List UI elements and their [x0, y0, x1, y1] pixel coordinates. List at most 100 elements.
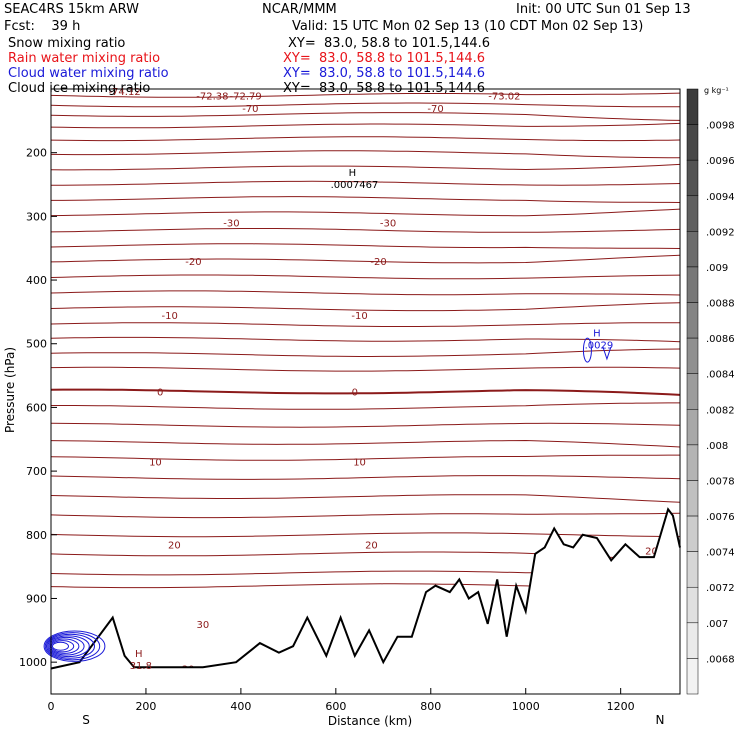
isotherm-line — [50, 136, 681, 142]
cloud-water-contour — [43, 630, 106, 662]
isotherm-line — [50, 102, 680, 108]
isotherm-line — [50, 92, 681, 98]
init-time: Init: 00 UTC Sun 01 Sep 13 — [516, 2, 691, 17]
isotherm-label: -30 — [223, 219, 239, 230]
isotherm-label: 10 — [353, 458, 366, 469]
colorbar-label: .0084 — [706, 370, 735, 381]
colorbar-label: .0068 — [706, 654, 735, 665]
isotherm-line — [51, 402, 680, 410]
y-tick-label: 500 — [26, 338, 47, 351]
colorbar-label: .0072 — [706, 583, 735, 594]
isotherm-line — [50, 274, 681, 280]
x-tick-label: 200 — [135, 700, 156, 713]
isotherm-label: 0 — [157, 388, 163, 399]
isotherm-line — [50, 290, 681, 296]
y-tick-label: 900 — [26, 592, 47, 605]
isotherm-label: 20 — [168, 540, 181, 551]
colorbar-unit: g kg⁻¹ — [704, 86, 729, 95]
isotherm-line — [50, 163, 681, 171]
colorbar-label: .0074 — [706, 548, 735, 559]
field-xy-cloud-water: XY= 83.0, 58.8 to 101.5,144.6 — [283, 66, 486, 81]
isotherm-line — [50, 475, 681, 480]
model-title: SEAC4RS 15km ARW — [4, 2, 140, 17]
isotherm-label: 10 — [149, 458, 162, 469]
colorbar-label: .009 — [706, 263, 728, 274]
x-tick-label: 600 — [325, 700, 346, 713]
cloud-water-contour — [47, 635, 90, 658]
isotherm-line — [50, 336, 681, 343]
colorbar-segment — [686, 195, 699, 232]
isotherm-line — [51, 196, 681, 203]
colorbar-label: .0096 — [706, 156, 735, 167]
field-label-rain: Rain water mixing ratio — [8, 51, 161, 66]
isotherm-label: 20 — [645, 547, 658, 558]
terrain-fill — [51, 509, 680, 694]
max-marker: H — [593, 329, 601, 340]
isotherm-line — [50, 208, 681, 217]
isotherm-line — [50, 150, 681, 159]
contour-value-label: -72.79 — [230, 91, 262, 102]
max-marker: H — [349, 168, 357, 179]
y-tick-label: 1000 — [19, 656, 47, 669]
contour-value-label: -72.38 — [196, 91, 228, 102]
y-tick-label: 600 — [26, 401, 47, 414]
colorbar-segment — [686, 159, 699, 197]
terrain-layer — [50, 507, 681, 694]
colorbar-label: .0088 — [706, 299, 735, 310]
cloud-water-contour — [51, 641, 69, 651]
colorbar-segment — [686, 444, 699, 481]
colorbar-label: .0082 — [706, 405, 735, 416]
y-tick-label: 700 — [26, 465, 47, 478]
isotherm-label: 20 — [365, 540, 378, 551]
isotherm-label: -30 — [380, 219, 396, 230]
cloud-water-contour — [582, 337, 592, 363]
colorbar-label: .0078 — [706, 476, 735, 487]
max-value-label: .0007467 — [331, 180, 379, 191]
isotherm-label: -70 — [242, 104, 258, 115]
cloud-water-contour — [602, 346, 612, 361]
isotherm-line — [51, 180, 681, 186]
isotherm-label: 0 — [352, 388, 358, 399]
isotherm-line — [50, 254, 681, 264]
colorbar-segment — [686, 231, 699, 268]
y-tick-label: 800 — [26, 529, 47, 542]
cloud-water-contours — [43, 337, 612, 662]
y-tick-label: 400 — [26, 274, 47, 287]
isotherm-line — [50, 366, 681, 372]
isotherm-line — [50, 422, 681, 428]
field-xy-snow: XY= 83.0, 58.8 to 101.5,144.6 — [288, 36, 491, 51]
isotherm-line — [50, 454, 680, 461]
isotherm-line — [50, 532, 680, 538]
valid-time: Valid: 15 UTC Mon 02 Sep 13 (10 CDT Mon … — [292, 19, 644, 34]
isotherm-label: -10 — [351, 311, 367, 322]
x-tick-label: 800 — [420, 700, 441, 713]
cloud-water-contour — [44, 632, 101, 661]
isotherm-line — [50, 122, 681, 129]
y-axis-label: Pressure (hPa) — [3, 347, 17, 433]
colorbar-segment — [686, 515, 699, 552]
isotherm-label: -20 — [370, 257, 386, 268]
max-value-label: 31.8 — [130, 661, 152, 672]
colorbar-label: .0086 — [706, 334, 735, 345]
x-tick-label: 1000 — [512, 700, 540, 713]
isotherm-line — [50, 348, 681, 357]
colorbar-segment — [686, 88, 699, 125]
forecast-hour: Fcst: 39 h — [4, 19, 81, 34]
isotherm-label: -20 — [185, 257, 201, 268]
max-value-label: .0029 — [585, 341, 614, 352]
cloud-water-contour — [49, 638, 80, 654]
temperature-contours: -70-70-30-30-20-20-10-1000101020202030-3… — [50, 87, 681, 676]
colorbar-segment — [686, 480, 699, 517]
colorbar-label: .0094 — [706, 192, 735, 203]
isotherm-label: -70 — [427, 104, 443, 115]
north-end-label: N — [656, 713, 665, 727]
x-tick-label: 0 — [48, 700, 55, 713]
plot-frame — [50, 88, 681, 695]
colorbar-segment — [686, 124, 699, 161]
x-tick-label: 400 — [230, 700, 251, 713]
field-label-cloud-water: Cloud water mixing ratio — [8, 66, 169, 81]
colorbar-segment — [686, 409, 699, 446]
colorbar-segment — [686, 658, 699, 695]
